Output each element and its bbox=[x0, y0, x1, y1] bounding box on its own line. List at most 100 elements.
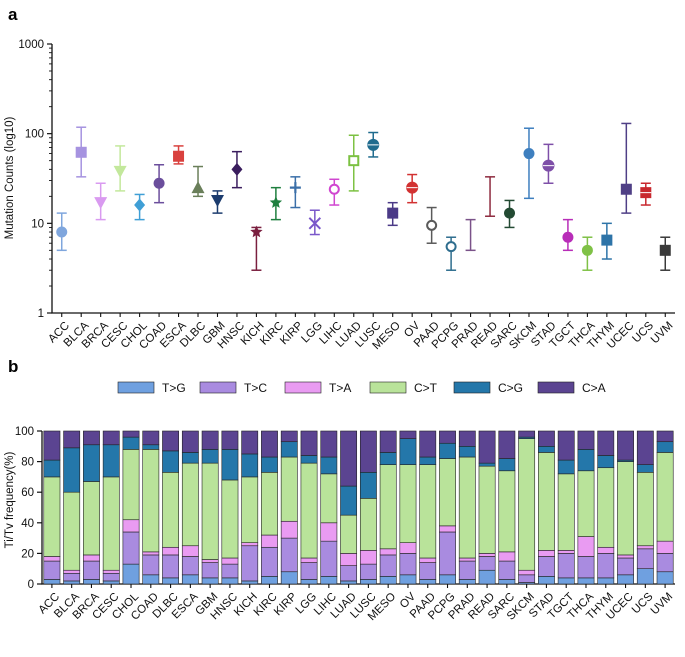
panel-b-segment-ctog bbox=[43, 459, 61, 478]
panel-a-marker bbox=[659, 244, 671, 256]
panel-b-segment-ctot bbox=[419, 464, 437, 559]
panel-b-segment-ttog bbox=[63, 580, 81, 585]
panel-b-segment-ctot bbox=[142, 449, 160, 553]
panel-b-legend-label: C>A bbox=[582, 381, 606, 395]
panel-a-marker bbox=[94, 197, 108, 210]
panel-b-bar-skcm bbox=[518, 430, 536, 585]
panel-b-segment-ttog bbox=[419, 579, 437, 585]
panel-b-legend-entry-ctot: C>T bbox=[369, 381, 438, 395]
panel-b-segment-ttog bbox=[597, 577, 615, 585]
panel-b-segment-ttoc bbox=[201, 562, 219, 579]
panel-b-segment-ctot bbox=[439, 458, 456, 527]
panel-b-segment-ttoa bbox=[379, 548, 397, 556]
panel-b-segment-ctot bbox=[83, 481, 100, 556]
panel-b-segment-ctot bbox=[122, 449, 140, 521]
panel-b-segment-ctog bbox=[63, 447, 81, 493]
panel-b-segment-ttog bbox=[142, 574, 160, 585]
panel-b-segment-ttog bbox=[636, 568, 654, 585]
panel-b-segment-ttoc bbox=[597, 553, 615, 579]
panel-b-segment-ctot bbox=[379, 464, 397, 550]
panel-b-segment-ttoa bbox=[102, 569, 120, 574]
panel-a-point-lusc bbox=[367, 131, 380, 158]
panel-b-segment-ctot bbox=[340, 514, 358, 554]
panel-a-marker bbox=[231, 162, 243, 176]
panel-b-segment-ttoc bbox=[340, 565, 358, 582]
panel-b-segment-ttoc bbox=[63, 572, 81, 582]
panel-b-segment-ttog bbox=[162, 577, 179, 585]
panel-b-segment-ctot bbox=[43, 476, 61, 557]
panel-b-segment-ctog bbox=[359, 472, 377, 499]
panel-b-segment-ttoc bbox=[577, 556, 595, 579]
panel-b-segment-ctog bbox=[399, 438, 417, 465]
panel-b-segment-ctot bbox=[300, 462, 318, 559]
panel-b-segment-ctoa bbox=[83, 430, 100, 446]
panel-b-segment-ctog bbox=[636, 464, 654, 473]
panel-b-y-tick-label: 0 bbox=[28, 579, 34, 591]
panel-b-y-tick-label: 100 bbox=[15, 426, 34, 438]
panel-b-segment-ttog bbox=[399, 574, 417, 585]
panel-b-legend-label: T>G bbox=[162, 381, 186, 395]
panel-b-segment-ctog bbox=[280, 441, 298, 458]
panel-b-bar-blca bbox=[63, 430, 81, 585]
panel-b-bar-kich bbox=[241, 430, 259, 585]
panel-b-segment-ttoa bbox=[83, 554, 100, 562]
panel-a-point-tgct bbox=[562, 218, 574, 252]
panel-b-segment-ttog bbox=[201, 577, 219, 585]
panel-a-axes bbox=[51, 44, 675, 314]
panel-a-point-ucs bbox=[640, 182, 652, 206]
panel-b-segment-ctoa bbox=[557, 430, 575, 461]
panel-a-marker bbox=[250, 225, 263, 238]
panel-a-marker bbox=[328, 183, 340, 195]
panel-b-label: b bbox=[8, 357, 18, 376]
panel-b-segment-ctot bbox=[617, 461, 634, 556]
panel-b-segment-ttoa bbox=[419, 557, 437, 563]
panel-b-y-tick-label: 20 bbox=[21, 548, 34, 560]
panel-b-segment-ttoa bbox=[300, 557, 318, 563]
panel-b-segment-ttoc bbox=[379, 554, 397, 577]
panel-b-segment-ctoa bbox=[478, 430, 496, 464]
panel-b-segment-ctog bbox=[300, 455, 318, 464]
panel-b-segment-ttoa bbox=[181, 545, 199, 557]
panel-a-point-pcpg bbox=[445, 236, 457, 271]
panel-a-point-coad bbox=[153, 164, 165, 204]
panel-b-segment-ttog bbox=[359, 579, 377, 585]
panel-b-legend-entry-ctoa: C>A bbox=[537, 381, 606, 395]
panel-b-segment-ctog bbox=[340, 485, 358, 516]
panel-b-segment-ttoc bbox=[162, 554, 179, 579]
panel-b-segment-ttoc bbox=[458, 560, 476, 580]
panel-b-segment-ctoa bbox=[221, 430, 239, 450]
panel-b-segment-ttoc bbox=[320, 540, 338, 577]
panel-b-segment-ttoa bbox=[122, 519, 140, 533]
panel-b-segment-ctoa bbox=[419, 430, 437, 458]
panel-b-segment-ttog bbox=[221, 577, 239, 585]
panel-b-segment-ttoc bbox=[83, 560, 100, 580]
panel-b-bar-lihc bbox=[320, 430, 338, 585]
panel-b-segment-ttog bbox=[261, 576, 278, 585]
panel-b-segment-ctoa bbox=[359, 430, 377, 473]
panel-b-segment-ttoc bbox=[43, 560, 61, 580]
panel-b-bar-stad bbox=[538, 430, 555, 585]
panel-b-legend-swatch bbox=[117, 381, 155, 394]
panel-b-bar-prad bbox=[458, 430, 476, 585]
panel-b-segment-ttoa bbox=[478, 553, 496, 557]
panel-b-segment-ctot bbox=[557, 473, 575, 551]
panel-b-segment-ttoc bbox=[478, 556, 496, 571]
panel-b-segment-ctot bbox=[478, 465, 496, 554]
panel-b-segment-ctot bbox=[636, 472, 654, 547]
panel-b-bar-ucec bbox=[617, 430, 634, 585]
panel-b-segment-ttog bbox=[498, 579, 516, 585]
panel-a-marker bbox=[504, 207, 516, 219]
panel-b-segment-ttoa bbox=[43, 556, 61, 562]
panel-b-segment-ttoa bbox=[597, 546, 615, 554]
panel-a-marker bbox=[75, 146, 87, 158]
panel-b-segment-ttog bbox=[181, 574, 199, 585]
panel-a-marker bbox=[153, 177, 165, 189]
panel-b-segment-ttoc bbox=[280, 537, 298, 573]
panel-b-segment-ctoa bbox=[241, 430, 259, 455]
panel-b-bar-esca bbox=[181, 430, 199, 585]
panel-b-segment-ttog bbox=[320, 576, 338, 585]
panel-b-bar-kirp bbox=[280, 430, 298, 585]
panel-b-segment-ttog bbox=[577, 577, 595, 585]
panel-b-segment-ttog bbox=[656, 571, 674, 585]
